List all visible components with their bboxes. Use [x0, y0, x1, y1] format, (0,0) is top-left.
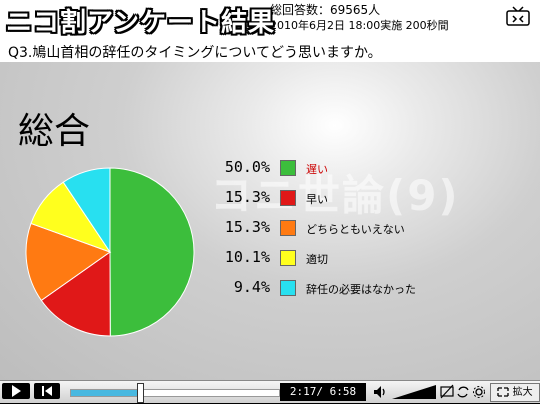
question-text: Q3.鳩山首相の辞任のタイミングについてどう思いますか。: [8, 45, 382, 61]
legend-label: 遅い: [306, 163, 328, 176]
pie-slice-0: [109, 167, 195, 337]
skip-back-icon: [42, 386, 52, 396]
seek-progress: [71, 390, 140, 396]
legend-value: 50.0%: [224, 158, 270, 176]
repeat-icon[interactable]: [456, 384, 470, 400]
zoom-label: 拡大: [512, 387, 533, 398]
legend-label: 早い: [306, 193, 328, 206]
legend-value: 15.3%: [224, 218, 270, 236]
legend-item: 9.4% 辞任の必要はなかった: [214, 278, 454, 298]
survey-stage: コニ世論(9) 総合 50.0% 遅い 15.3% 早い 15.3% どちらともいえない 1…: [0, 62, 540, 380]
niconico-tv-icon: [506, 6, 530, 26]
legend-label: どちらともいえない: [306, 223, 405, 236]
seek-handle[interactable]: [136, 383, 144, 403]
legend-label: 適切: [306, 253, 328, 266]
legend-swatch: [280, 160, 296, 176]
legend-swatch: [280, 190, 296, 206]
rewind-button[interactable]: [34, 383, 60, 399]
legend-swatch: [280, 250, 296, 266]
volume-icon[interactable]: [372, 384, 388, 400]
pie-slice-1: [40, 251, 111, 337]
settings-icon[interactable]: [472, 384, 486, 400]
play-button[interactable]: [2, 383, 30, 399]
legend-label: 辞任の必要はなかった: [306, 283, 416, 296]
player-controls: 2:17/ 6:58 拡大: [0, 380, 540, 403]
pie-chart: [25, 167, 195, 337]
section-title: 総合: [18, 111, 91, 152]
legend-swatch: [280, 220, 296, 236]
legend-value: 10.1%: [224, 248, 270, 266]
time-display: 2:17/ 6:58: [280, 383, 366, 401]
survey-date: 2010年6月2日 18:00実施 200秒間: [270, 19, 449, 32]
watermark: コニ世論(9): [210, 171, 460, 220]
legend-item: 50.0% 遅い: [214, 158, 454, 178]
pie-slice-2: [25, 222, 112, 302]
total-votes: 総回答数：69565人: [270, 3, 381, 17]
question-bar: Q3.鳩山首相の辞任のタイミングについてどう思いますか。: [0, 40, 540, 62]
volume-slider[interactable]: [392, 385, 436, 399]
legend-value: 9.4%: [233, 278, 270, 296]
zoom-button[interactable]: 拡大: [490, 383, 540, 402]
pie-slice-4: [62, 167, 111, 254]
legend-item: 10.1% 適切: [214, 248, 454, 268]
expand-icon: [497, 387, 510, 397]
legend-value: 15.3%: [224, 188, 270, 206]
seek-bar[interactable]: [70, 389, 280, 397]
comment-off-icon[interactable]: [440, 384, 454, 400]
legend-item: 15.3% 早い: [214, 188, 454, 208]
play-icon: [12, 385, 21, 397]
legend-item: 15.3% どちらともいえない: [214, 218, 454, 238]
header: ニコ割アンケート結果 総回答数：69565人 2010年6月2日 18:00実施…: [0, 0, 540, 41]
legend-swatch: [280, 280, 296, 296]
survey-title: ニコ割アンケート結果: [6, 8, 275, 38]
